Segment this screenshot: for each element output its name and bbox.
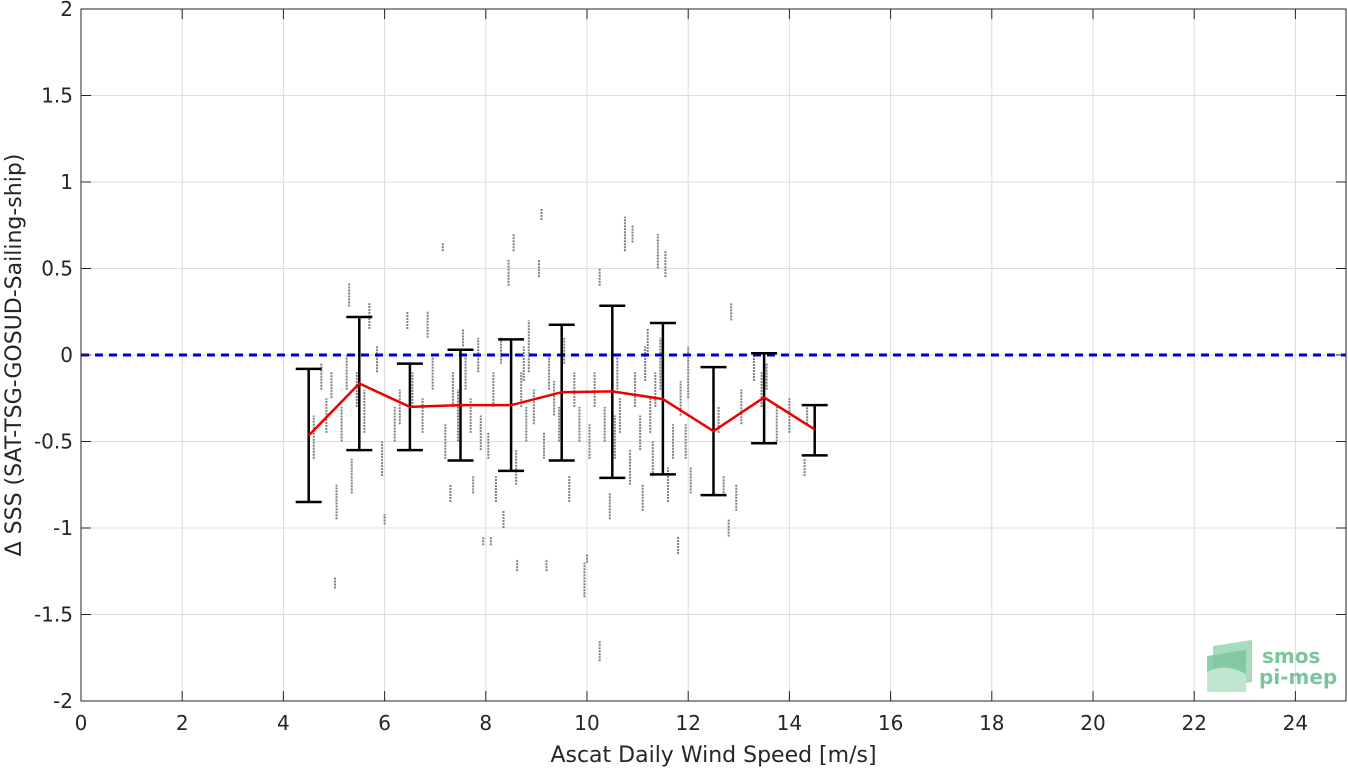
x-tick-label: 8: [479, 711, 492, 735]
x-tick-label: 12: [675, 711, 700, 735]
logo-text-line1: smos: [1262, 644, 1320, 668]
y-tick-label: 1: [60, 170, 73, 194]
x-tick-label: 20: [1080, 711, 1105, 735]
y-tick-label: 0: [60, 343, 73, 367]
x-tick-label: 22: [1181, 711, 1206, 735]
y-tick-label: 1.5: [41, 84, 73, 108]
x-tick-label: 24: [1283, 711, 1308, 735]
y-axis-label: Δ SSS (SAT-TSG-GOSUD-Sailing-ship): [2, 154, 27, 557]
x-axis-label: Ascat Daily Wind Speed [m/s]: [550, 743, 876, 768]
x-tick-label: 18: [979, 711, 1004, 735]
x-tick-label: 4: [277, 711, 290, 735]
x-tick-label: 2: [176, 711, 189, 735]
y-tick-label: 0.5: [41, 257, 73, 281]
x-tick-label: 10: [574, 711, 599, 735]
y-tick-label: -2: [53, 689, 73, 713]
y-tick-label: -0.5: [34, 430, 73, 454]
x-tick-label: 0: [75, 711, 88, 735]
x-tick-label: 16: [878, 711, 903, 735]
x-tick-label: 14: [777, 711, 802, 735]
y-tick-label: -1: [53, 516, 73, 540]
mean-line: [307, 382, 816, 437]
logo-text-line2: pi-mep: [1259, 665, 1337, 689]
axis-ticks: [80, 8, 1346, 702]
logo-wave-shape-3: [1207, 667, 1246, 692]
smos-pimep-logo: smos pi-mep: [1207, 640, 1337, 692]
mean-series-line: [307, 382, 816, 437]
tick-labels: 0 2 4 6 8 10 12 14 16 18 20 22 24-2-1.5-1-0.500.511.…: [34, 0, 1308, 735]
x-tick-label: 6: [378, 711, 391, 735]
y-tick-label: -1.5: [34, 603, 73, 627]
y-tick-label: 2: [60, 0, 73, 21]
